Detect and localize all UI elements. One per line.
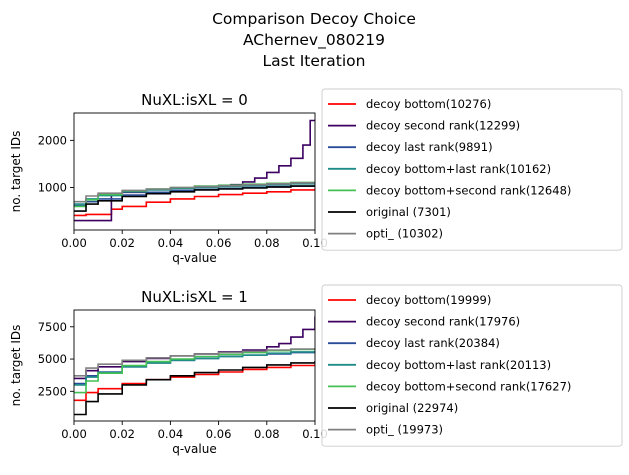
y-axis-label: no. target IDs [9,325,23,407]
legend-label: decoy last rank(9891) [366,140,493,154]
suptitle-line-3: Last Iteration [263,52,366,70]
series-line-6 [74,361,315,416]
x-tick-label: 0.02 [109,236,135,250]
chart-title: NuXL:isXL = 0 [141,91,248,109]
x-tick-label: 0.08 [254,427,280,441]
legend-label: opti_ (10302) [366,227,443,241]
chart-panel-2: NuXL:isXL = 1 0.00 0.02 0.04 0.06 0.08 0.10 250… [9,284,623,456]
legend-label: decoy last rank(20384) [366,336,500,350]
x-axis-label: q-value [172,251,216,265]
legend-box [321,284,623,447]
legend-label: decoy second rank(17976) [366,315,520,329]
legend-label: opti_ (19973) [366,423,443,437]
legend-box [321,88,623,251]
legend-label: decoy bottom+second rank(12648) [366,183,571,197]
suptitle-line-2: AChernev_080219 [243,31,385,50]
series-group [74,119,315,222]
legend-label: decoy second rank(12299) [366,119,520,133]
series-line-1 [74,364,315,402]
x-tick-label: 0.08 [254,236,280,250]
legend-label: original (7301) [366,205,451,219]
y-tick-label: 5000 [38,352,67,366]
y-tick-label: 7500 [38,320,67,334]
x-axis-label: q-value [172,442,216,456]
plot-frame [73,112,316,231]
legend-label: decoy bottom(10276) [366,97,491,111]
series-group [74,316,315,416]
chart-panel-1: NuXL:isXL = 0 0.00 0.02 0.04 0.06 0.08 0.10 100… [9,88,623,265]
x-tick-label: 0.00 [61,236,87,250]
series-line-7 [74,181,315,203]
x-tick-label: 0.00 [61,427,87,441]
x-tick-label: 0.10 [302,236,328,250]
y-axis-label: no. target IDs [9,131,23,213]
y-tick-label: 2000 [38,133,67,147]
y-tick-label: 1000 [38,181,67,195]
legend-label: decoy bottom+second rank(17627) [366,379,571,393]
y-tick-label: 2500 [38,384,67,398]
x-tick-label: 0.06 [206,427,232,441]
legend-label: decoy bottom(19999) [366,293,491,307]
x-tick-label: 0.04 [158,236,184,250]
series-line-6 [74,185,315,212]
x-tick-label: 0.06 [206,236,232,250]
chart-panels: NuXL:isXL = 0 0.00 0.02 0.04 0.06 0.08 0.10 100… [9,88,623,456]
suptitle-line-1: Comparison Decoy Choice [212,10,416,28]
series-line-7 [74,348,315,377]
plot-frame [73,309,316,422]
chart-title: NuXL:isXL = 1 [141,288,248,306]
x-tick-label: 0.02 [109,427,135,441]
legend: decoy bottom(10276) decoy second rank(122… [321,88,623,251]
x-tick-label: 0.04 [158,427,184,441]
legend-label: decoy bottom+last rank(10162) [366,162,551,176]
legend: decoy bottom(19999) decoy second rank(179… [321,284,623,447]
legend-label: original (22974) [366,401,458,415]
x-tick-label: 0.10 [302,427,328,441]
series-line-2 [74,316,315,380]
series-line-2 [74,119,315,222]
legend-label: decoy bottom+last rank(20113) [366,358,551,372]
